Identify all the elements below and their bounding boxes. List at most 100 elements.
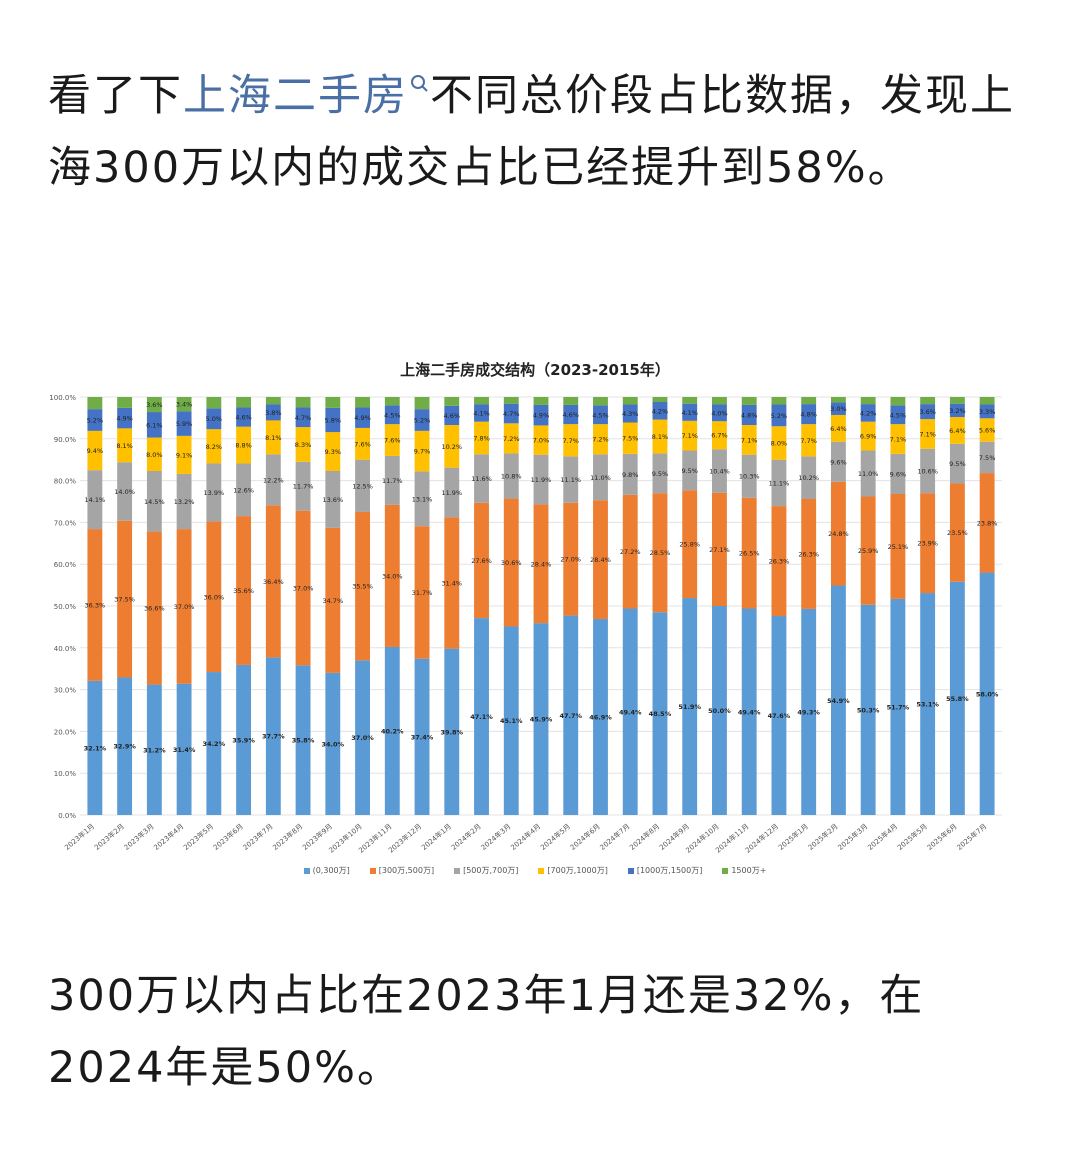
topic-link[interactable]: 上海二手房 — [183, 71, 408, 121]
data-label: 9.6% — [830, 458, 847, 466]
bar-segment — [920, 593, 936, 815]
data-label: 6.7% — [711, 432, 728, 440]
legend-item: 1500万+ — [722, 865, 766, 876]
bar-segment — [741, 425, 757, 455]
bar-segment — [176, 397, 192, 412]
data-label: 7.1% — [919, 430, 936, 438]
bar-segment — [236, 664, 252, 815]
data-label: 4.9% — [533, 412, 550, 420]
bar-segment — [949, 581, 965, 815]
data-label: 32.9% — [113, 743, 136, 751]
bar-segment — [117, 677, 133, 815]
bar-segment — [503, 397, 519, 404]
data-label: 7.5% — [979, 454, 996, 462]
data-label: 9.6% — [890, 470, 907, 478]
data-label: 3.0% — [830, 405, 847, 413]
data-label: 37.0% — [351, 734, 374, 742]
data-label: 51.9% — [678, 703, 701, 711]
x-tick-label: 2025年7月 — [955, 822, 989, 852]
data-label: 7.2% — [503, 435, 520, 443]
data-label: 23.5% — [947, 529, 968, 537]
data-label: 4.7% — [503, 410, 520, 418]
data-label: 11.0% — [590, 474, 611, 482]
data-label: 26.3% — [798, 550, 819, 558]
bar-segment — [860, 397, 876, 405]
bar-segment — [474, 397, 489, 405]
bar-segment — [890, 493, 906, 599]
data-label: 26.5% — [739, 550, 760, 558]
data-label: 10.4% — [709, 467, 730, 475]
bar-segment — [920, 397, 936, 405]
data-label: 3.6% — [146, 401, 163, 409]
chart-title: 上海二手房成交结构（2023-2015年） — [400, 361, 670, 379]
legend-item: (0,300万] — [303, 865, 350, 876]
bar-segment — [860, 604, 876, 815]
bar-segment — [503, 453, 519, 499]
x-tick-label: 2023年4月 — [152, 822, 186, 852]
bar-segment — [474, 618, 489, 815]
data-label: 8.2% — [206, 443, 223, 451]
bar-segment — [979, 441, 995, 474]
x-tick-label: 2025年3月 — [836, 822, 870, 852]
data-label: 13.1% — [412, 495, 433, 503]
bar-segment — [325, 397, 341, 408]
x-tick-label: 2024年4月 — [509, 822, 543, 852]
bar-segment — [265, 454, 281, 506]
bar-segment — [533, 454, 549, 505]
bar-segment — [384, 397, 400, 406]
x-tick-label: 2024年8月 — [628, 822, 662, 852]
bar-segment — [741, 404, 757, 426]
bar-segment — [890, 424, 906, 454]
data-label: 4.7% — [295, 414, 312, 422]
bar-segment — [87, 397, 103, 410]
y-tick-label: 90.0% — [54, 436, 77, 444]
data-label: 9.5% — [681, 467, 698, 475]
bar-segment — [414, 409, 430, 431]
search-icon[interactable] — [408, 60, 430, 100]
bar-segment — [682, 450, 698, 491]
data-label: 11.9% — [531, 476, 552, 484]
bar-segment — [593, 618, 608, 815]
x-tick-label: 2023年2月 — [92, 822, 126, 852]
bar-segment — [712, 606, 727, 815]
bar-segment — [920, 404, 936, 420]
legend-label: [300万,500万] — [378, 866, 435, 875]
bar-segment — [117, 407, 133, 429]
bar-segment — [860, 450, 876, 497]
bar-segment — [563, 404, 579, 425]
data-label: 6.4% — [830, 425, 847, 433]
data-label: 13.2% — [174, 498, 195, 506]
legend-label: [500万,700万] — [463, 866, 519, 875]
bar-segment — [176, 473, 192, 530]
x-tick-label: 2023年7月 — [241, 822, 275, 852]
data-label: 8.0% — [771, 439, 788, 447]
chart-image[interactable]: 上海二手房成交结构（2023-2015年） 0.0% 10.0% 20.0% 30.0%… — [40, 345, 1030, 890]
bar-segment — [236, 463, 252, 517]
data-label: 10.6% — [917, 467, 938, 475]
bar-segment — [830, 481, 846, 586]
data-label: 10.2% — [441, 443, 462, 451]
data-label: 48.5% — [649, 710, 672, 718]
bar-segment — [146, 412, 162, 438]
data-label: 47.6% — [768, 712, 791, 720]
bar-segment — [325, 527, 341, 673]
bar-segment — [652, 493, 668, 613]
bar-segment — [622, 608, 638, 815]
data-label: 4.2% — [652, 407, 669, 415]
bar-segment — [236, 426, 252, 464]
data-label: 31.4% — [173, 746, 196, 754]
data-label: 27.2% — [620, 548, 641, 556]
data-label: 32.1% — [84, 744, 107, 752]
data-label: 4.9% — [354, 414, 371, 422]
data-label: 28.4% — [590, 556, 611, 564]
bar-segment — [801, 498, 817, 609]
data-label: 45.9% — [530, 716, 553, 724]
data-label: 23.9% — [917, 540, 938, 548]
bar-segment — [206, 429, 222, 464]
data-label: 8.3% — [295, 441, 312, 449]
data-label: 35.8% — [292, 737, 315, 745]
bar-segment — [236, 397, 252, 408]
data-label: 51.7% — [887, 703, 910, 711]
bar-segment — [533, 425, 549, 455]
data-label: 11.9% — [441, 489, 462, 497]
